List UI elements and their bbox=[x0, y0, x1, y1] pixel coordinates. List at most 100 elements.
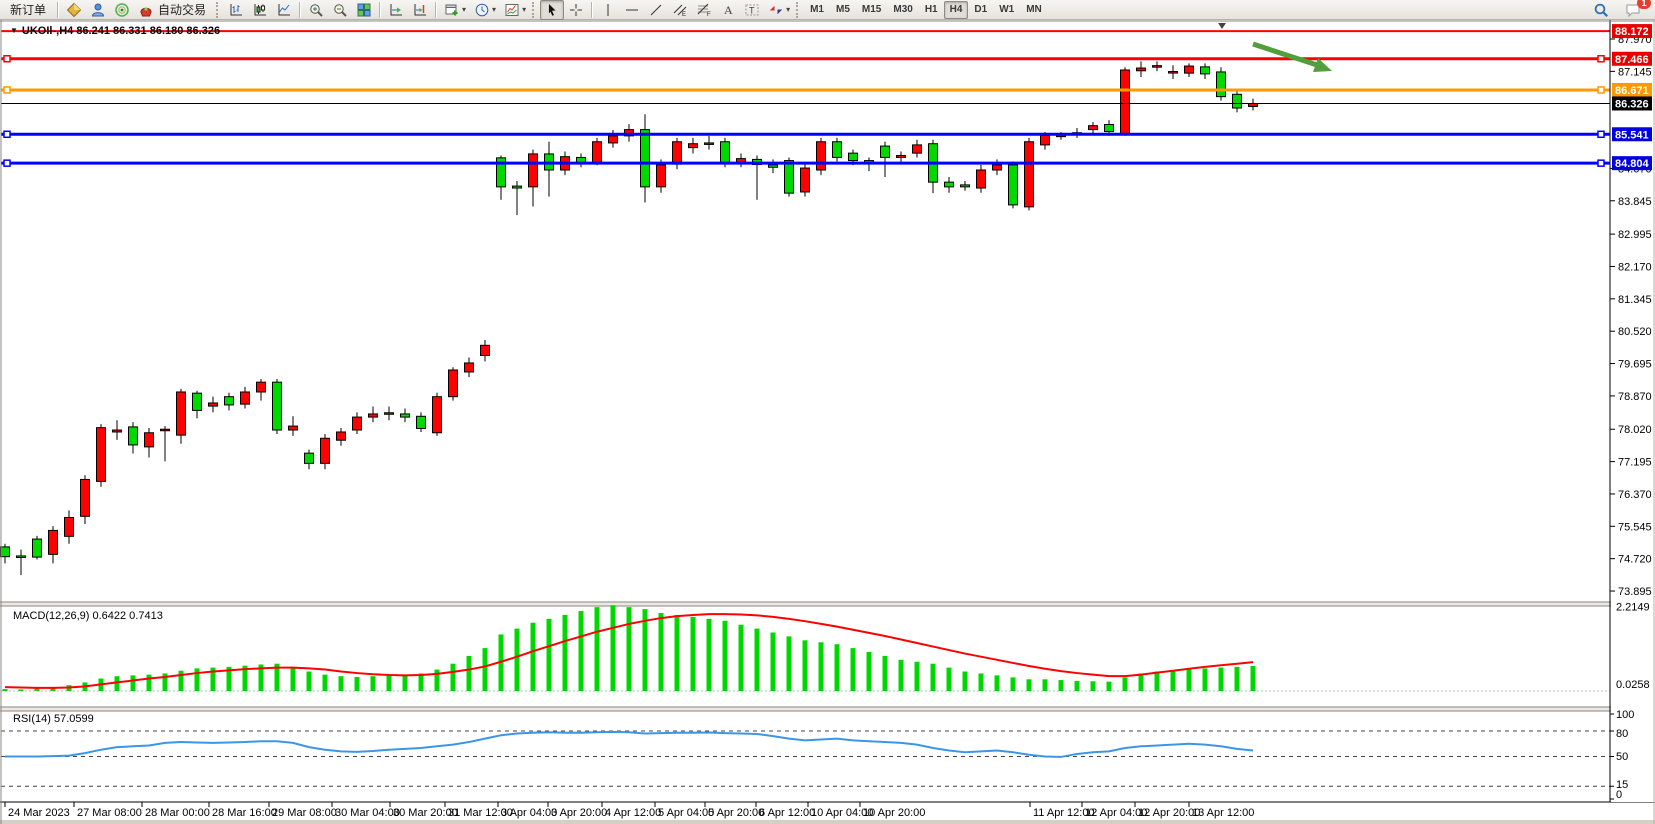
notifications-button[interactable]: 1 bbox=[1621, 0, 1651, 20]
macd-histogram-bar bbox=[290, 666, 296, 691]
candle-bullish bbox=[160, 428, 170, 432]
tile-windows-icon[interactable] bbox=[352, 0, 376, 20]
price-tick-label: 83.845 bbox=[1618, 196, 1652, 208]
line-handle[interactable] bbox=[3, 55, 11, 63]
new-chart-icon[interactable]: ▾ bbox=[440, 0, 470, 20]
macd-histogram-bar bbox=[418, 673, 424, 691]
candle-bullish bbox=[432, 396, 442, 434]
candle-bearish bbox=[304, 452, 314, 464]
auto-scroll-icon[interactable] bbox=[384, 0, 408, 20]
time-axis-label: 24 Mar 2023 bbox=[8, 807, 70, 819]
text-label-icon[interactable]: T bbox=[740, 0, 764, 20]
time-axis-label: 30 Mar 04:00 bbox=[335, 807, 400, 819]
chart-bars-icon bbox=[228, 2, 244, 18]
candle-bearish bbox=[16, 555, 26, 558]
vline-icon[interactable] bbox=[596, 0, 620, 20]
macd-histogram-bar bbox=[434, 669, 440, 691]
new-order-button[interactable]: 新订单 bbox=[2, 0, 54, 20]
line-handle[interactable] bbox=[1597, 130, 1605, 139]
price-tick-label: 78.020 bbox=[1618, 424, 1652, 436]
time-axis-label: 4 Apr 12:00 bbox=[605, 807, 661, 819]
autotrading-button[interactable]: 自动交易 bbox=[134, 0, 214, 20]
macd-histogram-bar bbox=[162, 673, 168, 691]
timeframe-mn[interactable]: MN bbox=[1026, 3, 1042, 15]
chart-bars-icon[interactable] bbox=[224, 0, 248, 20]
time-axis-label: 10 Apr 20:00 bbox=[863, 807, 925, 819]
trend-arrow-annotation[interactable] bbox=[1252, 41, 1318, 68]
search-button[interactable] bbox=[1589, 0, 1613, 20]
chart-title-text: UKOIl-,H4 86.241 86.331 86.180 86.326 bbox=[21, 25, 221, 37]
pane-divider[interactable] bbox=[0, 707, 1655, 711]
line-handle[interactable] bbox=[3, 86, 11, 94]
crosshair-icon[interactable] bbox=[564, 0, 588, 20]
timeframe-w1[interactable]: W1 bbox=[999, 3, 1015, 15]
timeframe-m30[interactable]: M30 bbox=[893, 3, 913, 15]
line-handle[interactable] bbox=[3, 159, 11, 167]
timeframe-m1[interactable]: M1 bbox=[810, 3, 824, 15]
macd-histogram-bar bbox=[930, 663, 936, 691]
periods-icon[interactable]: ▾ bbox=[470, 0, 500, 20]
cursor-icon[interactable] bbox=[540, 0, 565, 20]
timeframe-d1[interactable]: D1 bbox=[974, 3, 988, 15]
dropdown-arrow-icon: ▾ bbox=[522, 5, 527, 14]
time-axis-label: 29 Mar 08:00 bbox=[272, 807, 337, 819]
chart-window[interactable]: 24 Mar 2023 27 Mar 08:00 28 Mar 00:00 28 Ma… bbox=[0, 20, 1655, 824]
pane-divider[interactable] bbox=[0, 602, 1655, 606]
line-handle[interactable] bbox=[3, 130, 11, 139]
timeframe-m5[interactable]: M5 bbox=[836, 3, 850, 15]
chart-shift-marker[interactable] bbox=[1218, 23, 1226, 29]
line-handle[interactable] bbox=[1597, 159, 1605, 167]
price-tick-label: 78.870 bbox=[1618, 391, 1652, 403]
trendline-icon[interactable] bbox=[644, 0, 668, 20]
candle-bearish bbox=[0, 546, 10, 558]
price-badge bbox=[1612, 156, 1652, 171]
candle-bullish bbox=[320, 437, 330, 464]
timeframe-h1[interactable]: H1 bbox=[924, 3, 938, 15]
zoom-out-icon[interactable] bbox=[328, 0, 352, 20]
candle-bearish bbox=[272, 381, 282, 431]
time-axis-label: 11 Apr 12:00 bbox=[1033, 807, 1095, 819]
line-handle[interactable] bbox=[1597, 86, 1605, 94]
candle-bullish bbox=[1168, 71, 1178, 74]
chart-line-icon[interactable] bbox=[272, 0, 296, 20]
channel-icon[interactable]: E bbox=[668, 0, 692, 20]
toolbar-grip[interactable] bbox=[216, 1, 222, 18]
candle-bullish bbox=[992, 164, 1002, 171]
macd-histogram-bar bbox=[994, 675, 1000, 691]
market-watch-icon[interactable] bbox=[62, 0, 86, 20]
timeframe-h4[interactable]: H4 bbox=[943, 0, 969, 19]
macd-histogram-bar bbox=[1170, 670, 1176, 691]
arrows-icon[interactable]: ▾ bbox=[764, 0, 794, 20]
candle-bullish bbox=[480, 344, 490, 357]
candle-bearish bbox=[400, 413, 410, 418]
toolbar-grip[interactable] bbox=[532, 1, 538, 18]
candle-bullish bbox=[1040, 134, 1050, 146]
price-scale[interactable] bbox=[1611, 20, 1655, 802]
rsi-indicator-label: RSI(14) 57.0599 bbox=[13, 713, 94, 725]
fibonacci-icon[interactable]: F bbox=[692, 0, 716, 20]
chart-shift-icon[interactable] bbox=[408, 0, 432, 20]
macd-histogram-bar bbox=[450, 663, 456, 691]
symbol-dropdown-icon[interactable]: ▼ bbox=[10, 26, 18, 35]
candle-bullish bbox=[624, 129, 634, 137]
time-axis-label: 6 Apr 12:00 bbox=[759, 807, 815, 819]
line-handle[interactable] bbox=[1597, 55, 1605, 63]
chart-candles-icon[interactable] bbox=[248, 0, 272, 20]
toolbar-grip[interactable] bbox=[796, 1, 802, 18]
hline-icon[interactable] bbox=[620, 0, 644, 20]
strategy-tester-icon[interactable] bbox=[110, 0, 134, 20]
text-icon[interactable]: A bbox=[716, 0, 740, 20]
price-tick-label: 75.545 bbox=[1618, 521, 1652, 533]
price-chart-canvas[interactable]: 24 Mar 2023 27 Mar 08:00 28 Mar 00:00 28 Ma… bbox=[0, 20, 1655, 824]
candle-bullish bbox=[800, 167, 810, 193]
price-badge-label: 88.172 bbox=[1615, 26, 1649, 38]
time-axis-label: 31 Mar 12:00 bbox=[448, 807, 513, 819]
zoom-in-icon[interactable] bbox=[304, 0, 328, 20]
chart-title: ▼ UKOIl-,H4 86.241 86.331 86.180 86.326 bbox=[10, 25, 220, 37]
navigator-icon[interactable] bbox=[86, 0, 110, 20]
candle-bearish bbox=[944, 181, 954, 188]
indicators-icon[interactable]: ▾ bbox=[500, 0, 530, 20]
chart-candles-icon bbox=[252, 2, 268, 18]
timeframe-m15[interactable]: M15 bbox=[861, 3, 882, 15]
macd-histogram-bar bbox=[466, 655, 472, 691]
